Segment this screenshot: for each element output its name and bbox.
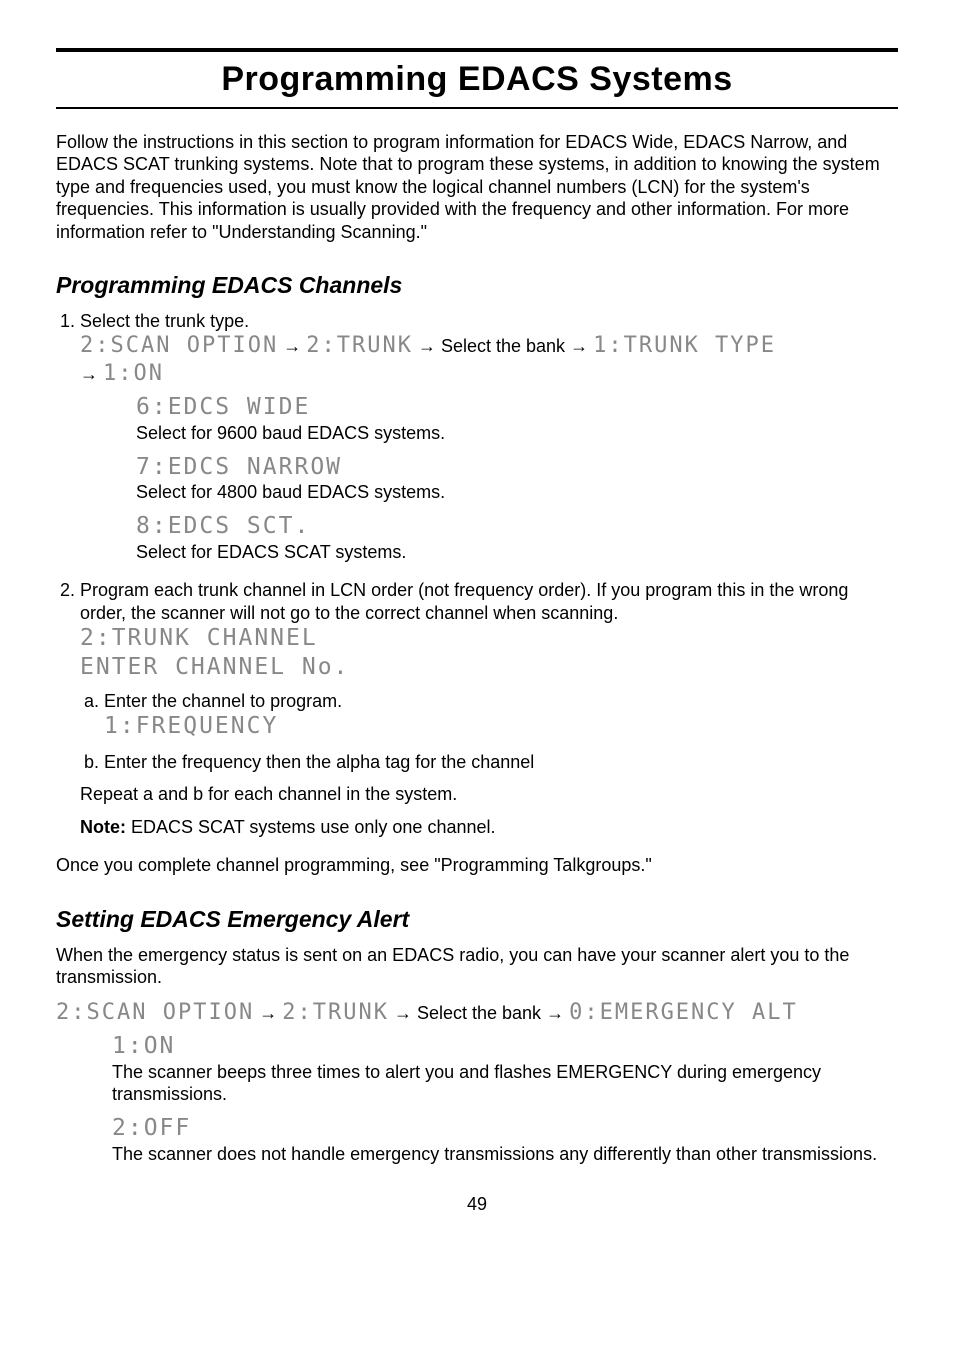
option-7: 7:EDCS NARROW	[136, 453, 898, 482]
alert-options: 1:ON The scanner beeps three times to al…	[56, 1032, 898, 1165]
arrow-icon: →	[394, 1003, 417, 1023]
path1-sel: Select the bank	[441, 336, 565, 356]
option-8-desc: Select for EDACS SCAT systems.	[136, 541, 898, 564]
path2-a: 2:SCAN OPTION	[56, 1000, 254, 1025]
rule-bottom	[56, 107, 898, 109]
rule-top	[56, 48, 898, 52]
arrow-icon: →	[283, 336, 306, 356]
alert-on-desc: The scanner beeps three times to alert y…	[112, 1061, 898, 1106]
arrow-icon: →	[418, 336, 441, 356]
alert-on: 1:ON	[112, 1032, 898, 1061]
alert-off-desc: The scanner does not handle emergency tr…	[112, 1143, 898, 1166]
step-2a: Enter the channel to program. 1:FREQUENC…	[104, 690, 898, 741]
channels-steps: Select the trunk type. 2:SCAN OPTION → 2…	[56, 310, 898, 839]
path2-b: 2:TRUNK	[282, 1000, 389, 1025]
step-1-lead: Select the trunk type.	[80, 311, 249, 331]
step-2: Program each trunk channel in LCN order …	[80, 579, 898, 838]
intro-paragraph: Follow the instructions in this section …	[56, 131, 898, 244]
once-complete: Once you complete channel programming, s…	[56, 854, 898, 877]
path2-c: 0:EMERGENCY ALT	[569, 1000, 798, 1025]
repeat-line: Repeat a and b for each channel in the s…	[80, 783, 898, 806]
step-2b: Enter the frequency then the alpha tag f…	[104, 751, 898, 774]
step-2-lead: Program each trunk channel in LCN order …	[80, 580, 848, 623]
step-2-lcd2: ENTER CHANNEL No.	[80, 654, 349, 680]
path1-b: 2:TRUNK	[306, 333, 413, 358]
step-2a-text: Enter the channel to program.	[104, 691, 342, 711]
alert-off: 2:OFF	[112, 1114, 898, 1143]
note-line: Note: EDACS SCAT systems use only one ch…	[80, 816, 898, 839]
step-1: Select the trunk type. 2:SCAN OPTION → 2…	[80, 310, 898, 563]
page-title: Programming EDACS Systems	[56, 58, 898, 103]
option-6: 6:EDCS WIDE	[136, 393, 898, 422]
step-2b-text: Enter the frequency then the alpha tag f…	[104, 752, 534, 772]
step-2-lcd1: 2:TRUNK CHANNEL	[80, 625, 318, 651]
arrow-icon: →	[546, 1003, 569, 1023]
arrow-icon: →	[570, 336, 593, 356]
step-2-substeps: Enter the channel to program. 1:FREQUENC…	[80, 690, 898, 774]
note-text: EDACS SCAT systems use only one channel.	[131, 817, 496, 837]
path1-a: 2:SCAN OPTION	[80, 333, 278, 358]
path1-d: 1:ON	[103, 361, 164, 386]
step-2a-lcd: 1:FREQUENCY	[104, 713, 278, 739]
note-label: Note:	[80, 817, 131, 837]
option-7-desc: Select for 4800 baud EDACS systems.	[136, 481, 898, 504]
path2-sel: Select the bank	[417, 1003, 541, 1023]
option-8: 8:EDCS SCT.	[136, 512, 898, 541]
arrow-icon: →	[259, 1003, 282, 1023]
section-heading-alert: Setting EDACS Emergency Alert	[56, 905, 898, 934]
arrow-icon: →	[80, 364, 103, 384]
path1-c: 1:TRUNK TYPE	[593, 333, 776, 358]
section-heading-channels: Programming EDACS Channels	[56, 271, 898, 300]
alert-intro: When the emergency status is sent on an …	[56, 944, 898, 989]
option-6-desc: Select for 9600 baud EDACS systems.	[136, 422, 898, 445]
page-number: 49	[56, 1193, 898, 1216]
alert-path: 2:SCAN OPTION → 2:TRUNK → Select the ban…	[56, 999, 898, 1027]
